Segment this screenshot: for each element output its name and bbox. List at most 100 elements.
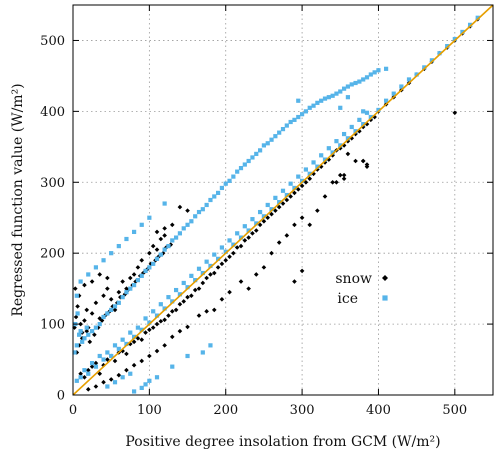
ice-point — [372, 70, 377, 75]
snow-point — [169, 309, 175, 314]
snow-point — [276, 204, 282, 210]
snow-point — [269, 211, 274, 217]
ice-point — [128, 330, 133, 335]
x-tick-label: 0 — [69, 403, 77, 418]
snow-point — [82, 282, 87, 288]
snow-point — [101, 379, 106, 385]
snow-point — [204, 309, 209, 314]
snow-point — [120, 348, 125, 354]
ice-point — [391, 91, 396, 96]
snow-point — [101, 362, 106, 368]
ice-point — [219, 185, 225, 191]
ice-point — [296, 174, 301, 179]
ice-point — [193, 278, 198, 283]
ice-point — [242, 162, 247, 167]
ice-point — [319, 153, 324, 158]
ice-point — [131, 282, 137, 288]
snow-point — [196, 313, 202, 318]
ice-point — [437, 51, 442, 56]
legend-label-snow: snow — [335, 271, 372, 287]
snow-point — [147, 250, 152, 256]
ice-point — [196, 209, 202, 215]
ice-point — [135, 278, 141, 283]
ice-point — [204, 202, 209, 208]
ice-point — [277, 200, 282, 205]
ice-point — [208, 343, 213, 348]
ice-point — [429, 58, 435, 63]
ice-point — [185, 285, 190, 290]
snow-point — [261, 218, 267, 224]
ice-point — [112, 343, 118, 348]
snow-point — [93, 384, 99, 389]
snow-point — [196, 286, 202, 291]
snow-point — [154, 229, 160, 235]
snow-point — [315, 208, 320, 213]
ice-point — [341, 131, 347, 137]
snow-point — [72, 286, 78, 291]
ice-point — [173, 287, 179, 293]
snow-point — [330, 179, 335, 185]
ice-point — [78, 279, 83, 284]
ice-point — [231, 242, 236, 247]
ice-point — [204, 259, 209, 264]
ice-point — [101, 357, 106, 362]
snow-point — [284, 233, 290, 238]
snow-point — [288, 194, 293, 199]
y-tick-label: 200 — [40, 247, 65, 262]
snow-point — [105, 286, 110, 291]
snow-point — [135, 265, 141, 270]
snow-point — [303, 179, 309, 185]
ice-point — [326, 146, 331, 151]
ice-point — [166, 295, 171, 300]
snow-point — [211, 270, 217, 276]
ice-point — [131, 229, 137, 235]
ice-point — [151, 261, 156, 266]
ice-point — [82, 336, 87, 341]
snow-point — [131, 272, 137, 277]
snow-point — [82, 374, 87, 380]
ice-point — [341, 86, 347, 91]
ice-point — [235, 231, 240, 236]
ice-point — [368, 114, 373, 120]
snow-point — [349, 136, 355, 141]
ice-point — [109, 251, 114, 256]
snow-point — [139, 358, 145, 364]
ice-point — [82, 368, 87, 373]
ice-point — [101, 258, 106, 263]
snow-point — [345, 138, 351, 144]
snow-point — [189, 293, 194, 299]
ice-point — [139, 385, 144, 391]
ice-point — [128, 286, 133, 291]
snow-point — [185, 208, 190, 213]
snow-point — [318, 164, 324, 169]
ice-point — [116, 300, 121, 305]
ice-point — [105, 311, 110, 316]
snow-point — [92, 332, 97, 338]
snow-point — [97, 272, 103, 277]
snow-point — [295, 187, 301, 192]
snow-point — [154, 348, 160, 354]
ice-point — [296, 114, 301, 120]
snow-point — [162, 233, 167, 238]
ice-point — [383, 66, 389, 71]
snow-point — [337, 172, 343, 178]
snow-point — [87, 339, 93, 345]
ice-point — [147, 378, 152, 383]
y-tick-label: 100 — [40, 318, 65, 333]
snow-point — [265, 215, 271, 221]
ice-point — [93, 364, 99, 369]
snow-point — [162, 343, 167, 348]
snow-point — [299, 268, 305, 274]
ice-point — [349, 124, 354, 130]
ice-point — [250, 155, 255, 160]
snow-point — [204, 275, 209, 281]
ice-point — [124, 341, 129, 347]
snow-point — [173, 307, 179, 313]
ice-point — [173, 235, 179, 240]
snow-point — [158, 318, 164, 324]
ice-point — [84, 325, 89, 330]
snow-point — [112, 307, 118, 313]
ice-point — [383, 98, 389, 103]
ice-point — [154, 256, 160, 261]
ice-point — [345, 95, 351, 100]
